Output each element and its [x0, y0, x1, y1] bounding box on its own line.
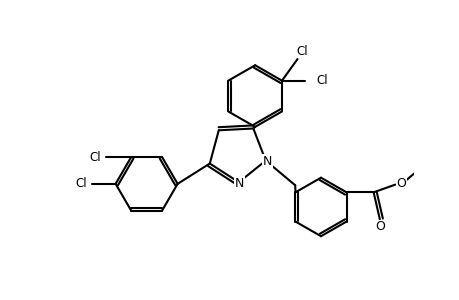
Text: O: O	[396, 177, 406, 190]
Text: Cl: Cl	[76, 177, 87, 190]
Text: Cl: Cl	[315, 74, 327, 87]
Text: N: N	[262, 155, 271, 168]
Text: O: O	[374, 220, 384, 233]
Text: Cl: Cl	[90, 151, 101, 164]
Text: Cl: Cl	[296, 45, 307, 58]
Text: N: N	[235, 176, 244, 190]
